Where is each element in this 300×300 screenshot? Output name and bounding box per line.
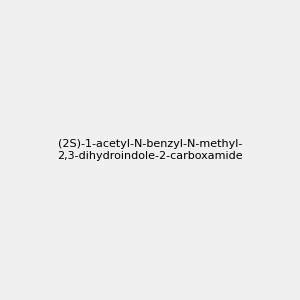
Text: (2S)-1-acetyl-N-benzyl-N-methyl-
2,3-dihydroindole-2-carboxamide: (2S)-1-acetyl-N-benzyl-N-methyl- 2,3-dih… (57, 139, 243, 161)
